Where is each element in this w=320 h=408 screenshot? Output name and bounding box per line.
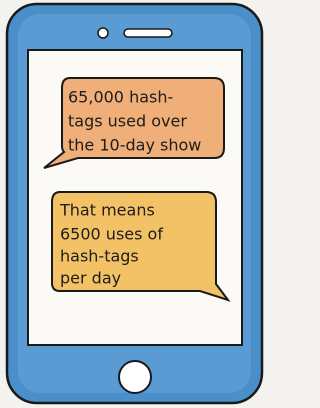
camera (98, 28, 108, 38)
bubble-text: 6500 uses of (60, 225, 163, 244)
bubble-text: tags used over (68, 112, 187, 131)
bubble-text: the 10-day show (68, 136, 201, 155)
bubble-text: That means (59, 201, 155, 220)
illustration: 65,000 hash- tags used over the 10-day s… (0, 0, 269, 408)
page: 65,000 hash- tags used over the 10-day s… (0, 0, 320, 408)
bubble-text: hash-tags (60, 247, 139, 266)
speaker (124, 29, 172, 37)
home-button (119, 361, 151, 393)
bubble-text: per day (60, 269, 121, 288)
bubble-text: 65,000 hash- (68, 88, 173, 107)
